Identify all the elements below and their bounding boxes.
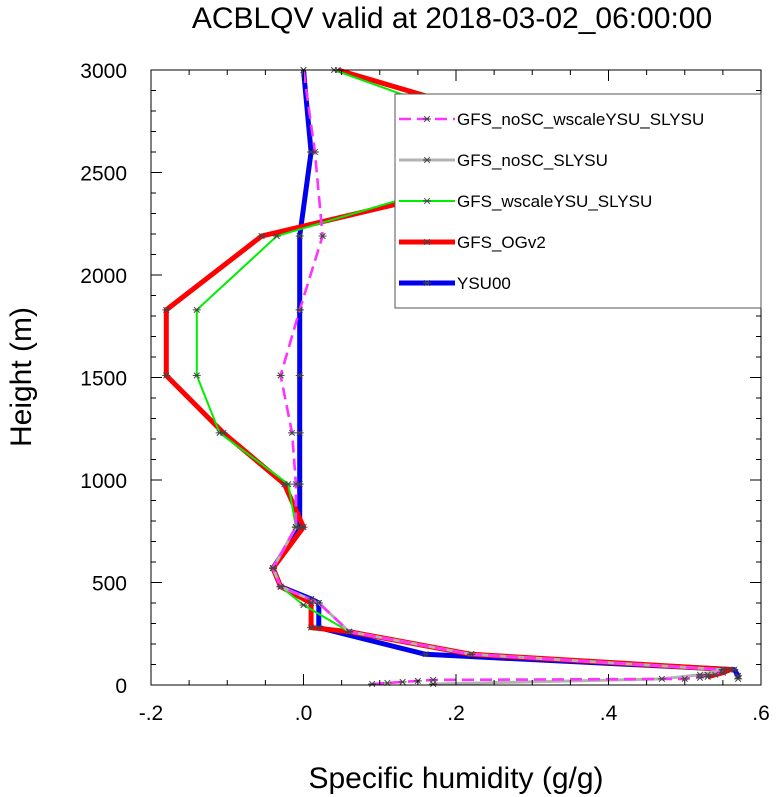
data-point-gfs-nosc-wscaleysu-slysu bbox=[680, 675, 689, 683]
data-point-gfs-ogv2 bbox=[307, 599, 316, 607]
plot-area bbox=[162, 66, 743, 688]
x-tick-label: .0 bbox=[295, 702, 313, 725]
chart-title: ACBLQV valid at 2018-03-02_06:00:00 bbox=[192, 2, 712, 35]
legend-marker-gfs-nosc-wscaleysu-slysu bbox=[423, 115, 431, 123]
y-tick-label: 2500 bbox=[80, 163, 127, 186]
data-point-gfs-nosc-wscaleysu-slysu bbox=[276, 372, 285, 379]
y-tick-label: 500 bbox=[92, 573, 127, 596]
data-point-gfs-ogv2 bbox=[257, 232, 266, 240]
legend: GFS_noSC_wscaleYSU_SLYSU GFS_noSC_SLYSU GF… bbox=[394, 93, 762, 309]
data-point-gfs-nosc-wscaleysu-slysu bbox=[310, 148, 319, 156]
data-point-gfs-nosc-wscaleysu-slysu bbox=[398, 678, 407, 686]
data-point-ysu00 bbox=[734, 672, 743, 679]
data-point-gfs-ogv2 bbox=[162, 306, 171, 314]
data-point-gfs-nosc-wscaleysu-slysu bbox=[291, 523, 300, 531]
data-point-gfs-wscaleysu-slysu bbox=[299, 601, 308, 609]
legend-marker-gfs-wscaleysu-slysu bbox=[423, 197, 431, 205]
legend-marker-ysu00 bbox=[423, 279, 431, 287]
data-point-ysu00 bbox=[314, 624, 323, 631]
x-tick-label: .4 bbox=[600, 702, 618, 725]
y-tick-label: 2000 bbox=[80, 265, 127, 288]
data-point-gfs-nosc-wscaleysu-slysu bbox=[295, 306, 304, 314]
data-point-ysu00 bbox=[295, 232, 304, 240]
data-point-ysu00 bbox=[295, 429, 304, 437]
y-tick-label: 1000 bbox=[80, 470, 127, 493]
data-point-gfs-nosc-wscaleysu-slysu bbox=[269, 564, 277, 572]
x-tick-label: -.2 bbox=[139, 702, 164, 725]
x-tick-label: .2 bbox=[447, 702, 465, 725]
data-point-gfs-wscaleysu-slysu bbox=[272, 232, 281, 240]
data-point-gfs-ogv2 bbox=[162, 372, 171, 379]
data-point-gfs-nosc-wscaleysu-slysu bbox=[318, 232, 327, 240]
data-point-gfs-wscaleysu-slysu bbox=[215, 429, 224, 437]
data-point-gfs-nosc-wscaleysu-slysu bbox=[345, 628, 354, 635]
data-point-gfs-nosc-wscaleysu-slysu bbox=[718, 666, 727, 673]
legend-label-gfs-wscaleysu-slysu: GFS_wscaleYSU_SLYSU bbox=[457, 192, 652, 211]
legend-marker-gfs-ogv2 bbox=[423, 238, 431, 246]
data-point-gfs-nosc-wscaleysu-slysu bbox=[276, 583, 285, 590]
data-point-gfs-wscaleysu-slysu bbox=[192, 306, 201, 314]
data-point-gfs-nosc-wscaleysu-slysu bbox=[467, 651, 476, 658]
data-point-gfs-nosc-wscaleysu-slysu bbox=[368, 680, 377, 688]
legend-label-gfs-ogv2: GFS_OGv2 bbox=[457, 233, 546, 252]
data-point-gfs-wscaleysu-slysu bbox=[284, 480, 293, 488]
data-point-ysu00 bbox=[421, 651, 430, 658]
data-point-ysu00 bbox=[295, 372, 304, 379]
data-point-gfs-nosc-slysu bbox=[657, 675, 666, 683]
data-point-gfs-wscaleysu-slysu bbox=[192, 372, 201, 379]
legend-box bbox=[394, 93, 762, 309]
x-tick-label: .6 bbox=[752, 702, 770, 725]
y-tick-label: 1500 bbox=[80, 368, 127, 391]
data-point-gfs-wscaleysu-slysu bbox=[703, 671, 712, 678]
data-point-gfs-ogv2 bbox=[299, 523, 308, 531]
data-point-gfs-ogv2 bbox=[726, 666, 735, 673]
data-point-gfs-nosc-wscaleysu-slysu bbox=[429, 676, 438, 684]
y-tick-label: 3000 bbox=[80, 60, 127, 83]
legend-marker-gfs-nosc-slysu bbox=[423, 156, 431, 164]
data-point-gfs-nosc-wscaleysu-slysu bbox=[288, 429, 297, 437]
legend-label-ysu00: YSU00 bbox=[457, 274, 511, 293]
data-point-gfs-nosc-wscaleysu-slysu bbox=[314, 599, 323, 607]
y-axis-label: Height (m) bbox=[5, 307, 38, 447]
data-point-gfs-ogv2 bbox=[307, 624, 316, 631]
legend-label-gfs-nosc-slysu: GFS_noSC_SLYSU bbox=[457, 151, 608, 170]
x-axis-label: Specific humidity (g/g) bbox=[308, 762, 603, 795]
y-tick-label: 0 bbox=[115, 675, 127, 698]
series-line-gfs-nosc-slysu bbox=[271, 526, 725, 686]
axis-ticks: -.2 .0 .2 .4 .6 0 500 1000 1500 2000 2500 3000 bbox=[80, 60, 769, 725]
data-point-gfs-nosc-slysu bbox=[696, 671, 704, 678]
legend-label-gfs-nosc-wscaleysu-slysu: GFS_noSC_wscaleYSU_SLYSU bbox=[457, 110, 704, 129]
data-point-gfs-nosc-wscaleysu-slysu bbox=[291, 480, 300, 488]
data-point-gfs-nosc-wscaleysu-slysu bbox=[711, 671, 720, 678]
